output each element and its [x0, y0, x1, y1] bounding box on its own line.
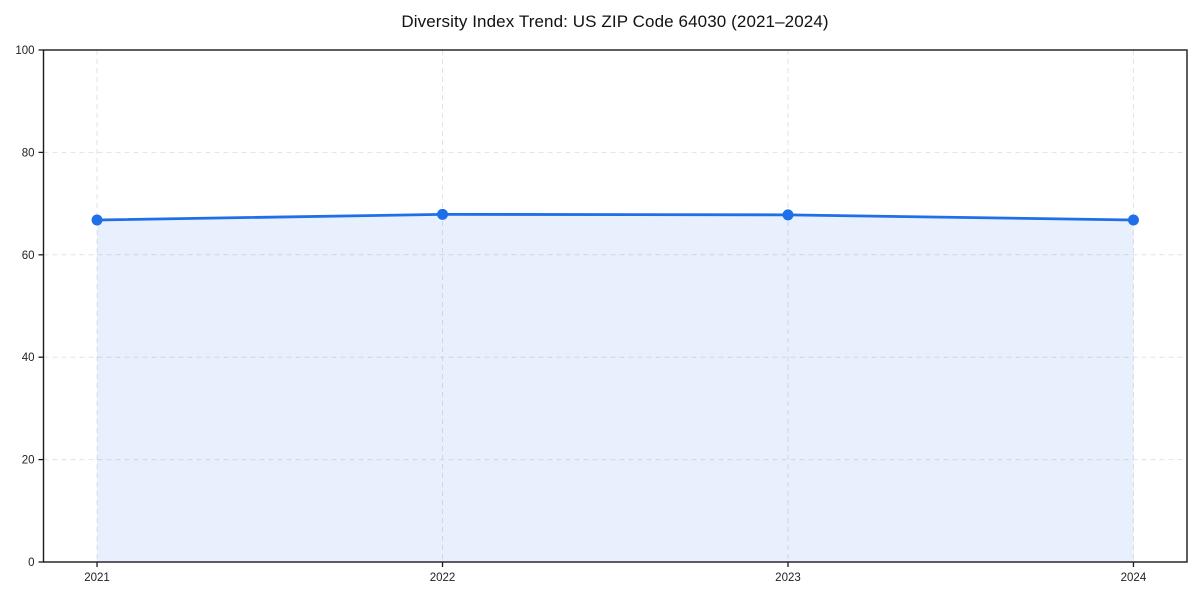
x-tick-label: 2021 — [84, 572, 110, 584]
data-point-2023 — [782, 209, 794, 221]
plot-frame — [42, 49, 1188, 563]
x-tick-label: 2024 — [1121, 572, 1147, 584]
data-point-2022 — [437, 208, 449, 220]
x-tick-label: 2022 — [430, 572, 456, 584]
x-tick-label: 2023 — [775, 572, 801, 584]
y-tick-label: 0 — [28, 557, 34, 569]
y-tick-label: 80 — [22, 147, 35, 159]
y-tick-label: 20 — [22, 455, 35, 467]
y-tick-label: 60 — [22, 250, 35, 262]
chart-title: Diversity Index Trend: US ZIP Code 64030… — [401, 12, 829, 31]
area-fill — [97, 214, 1134, 563]
y-tick-label: 100 — [15, 45, 34, 57]
y-tick-label: 40 — [22, 352, 35, 364]
data-point-2021 — [91, 214, 103, 226]
trend-line — [95, 212, 1135, 222]
data-point-2024 — [1127, 214, 1139, 226]
